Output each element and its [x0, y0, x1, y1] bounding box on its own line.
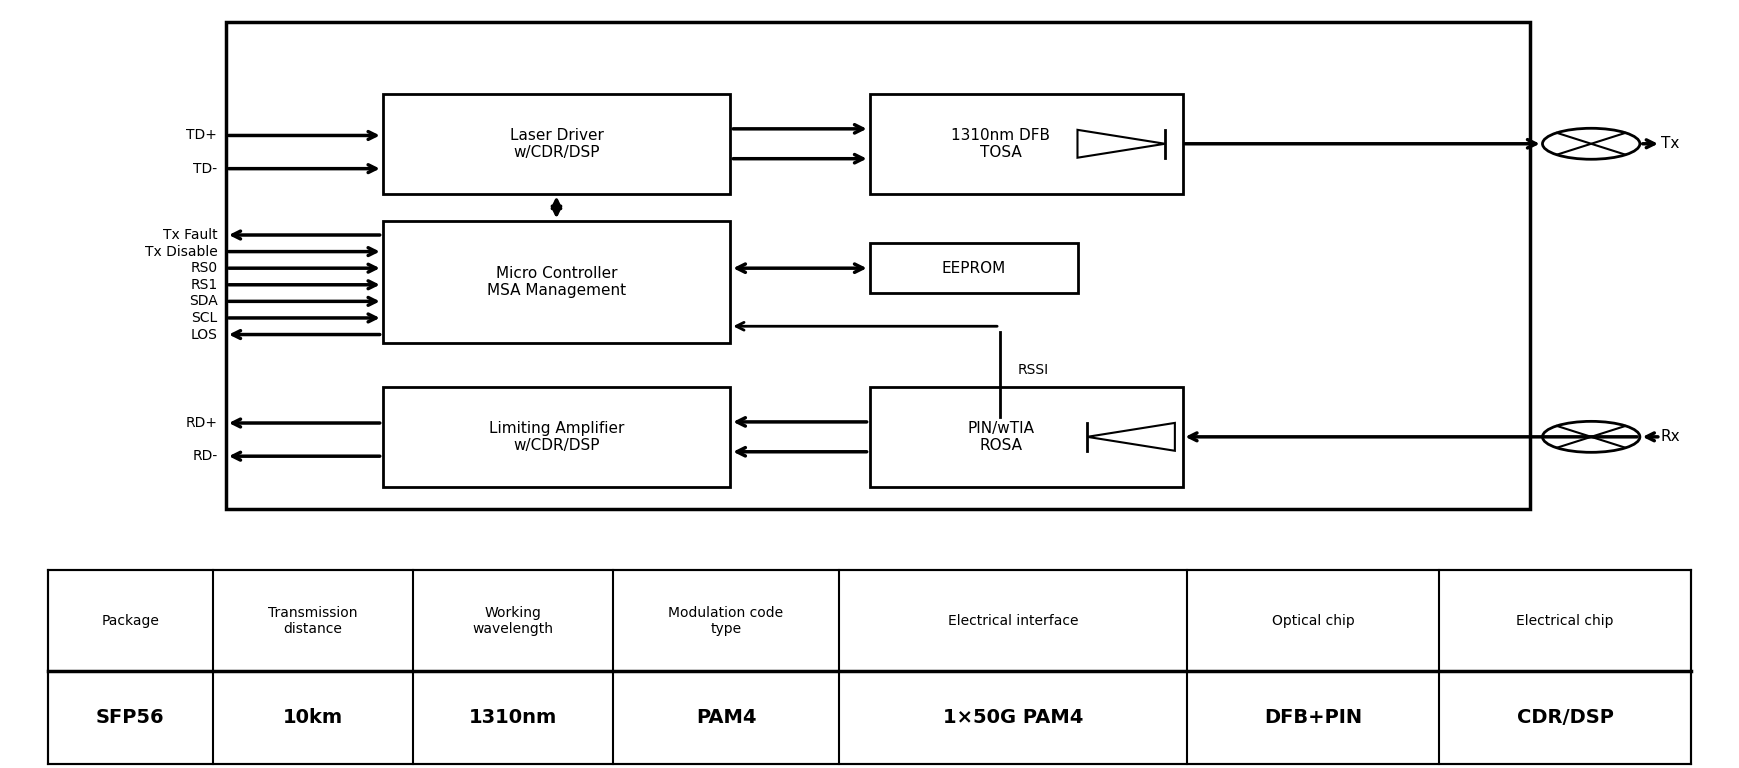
Text: Rx: Rx: [1661, 429, 1680, 445]
Text: 1310nm: 1310nm: [470, 708, 556, 727]
Text: Modulation code
type: Modulation code type: [668, 606, 784, 636]
Text: Limiting Amplifier
w/CDR/DSP: Limiting Amplifier w/CDR/DSP: [489, 421, 624, 453]
Text: Laser Driver
w/CDR/DSP: Laser Driver w/CDR/DSP: [510, 127, 603, 160]
Text: Tx Disable: Tx Disable: [144, 244, 217, 259]
Text: Optical chip: Optical chip: [1271, 614, 1355, 627]
Bar: [383, 94, 730, 194]
Text: Electrical interface: Electrical interface: [948, 614, 1078, 627]
Text: Electrical chip: Electrical chip: [1516, 614, 1614, 627]
Polygon shape: [1087, 423, 1176, 451]
Bar: [383, 387, 730, 487]
Text: Package: Package: [101, 614, 160, 627]
Text: SCL: SCL: [191, 311, 217, 325]
Text: LOS: LOS: [191, 327, 217, 342]
Bar: [870, 243, 1078, 293]
Text: CDR/DSP: CDR/DSP: [1516, 708, 1614, 727]
Text: 1×50G PAM4: 1×50G PAM4: [943, 708, 1083, 727]
Text: SFP56: SFP56: [96, 708, 165, 727]
Text: EEPROM: EEPROM: [943, 260, 1005, 276]
Text: Tx Fault: Tx Fault: [163, 228, 217, 242]
Text: DFB+PIN: DFB+PIN: [1264, 708, 1362, 727]
Text: Working
wavelength: Working wavelength: [473, 606, 553, 636]
Bar: [226, 22, 1530, 508]
Text: RD-: RD-: [191, 449, 217, 463]
Text: SDA: SDA: [188, 294, 217, 309]
Text: PIN/wTIA
ROSA: PIN/wTIA ROSA: [967, 421, 1035, 453]
Text: Tx: Tx: [1661, 136, 1680, 151]
Bar: [383, 221, 730, 343]
Text: RSSI: RSSI: [1017, 363, 1049, 378]
Text: PAM4: PAM4: [696, 708, 756, 727]
Bar: [870, 387, 1183, 487]
Text: RS0: RS0: [190, 261, 217, 275]
Text: TD-: TD-: [193, 161, 217, 176]
Bar: [870, 94, 1183, 194]
Polygon shape: [1078, 130, 1165, 157]
Text: Micro Controller
MSA Management: Micro Controller MSA Management: [487, 266, 626, 298]
Text: Transmission
distance: Transmission distance: [268, 606, 358, 636]
Text: 10km: 10km: [283, 708, 343, 727]
Text: 1310nm DFB
TOSA: 1310nm DFB TOSA: [951, 127, 1050, 160]
Text: RD+: RD+: [186, 416, 217, 430]
Text: TD+: TD+: [186, 128, 217, 143]
Text: RS1: RS1: [190, 278, 217, 292]
